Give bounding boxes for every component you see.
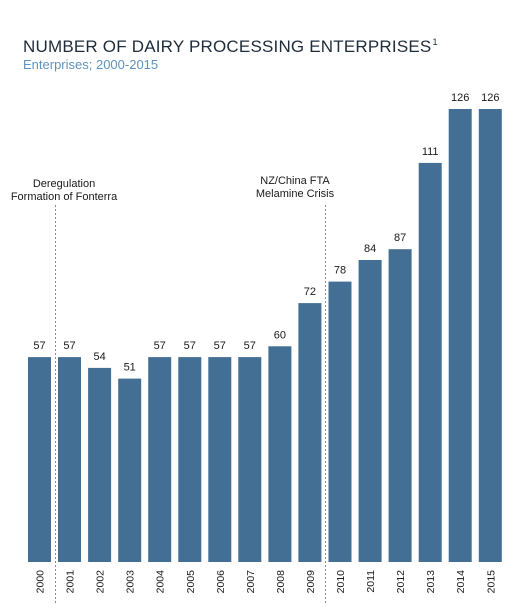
bar-2003 — [118, 378, 142, 562]
bar-2012 — [388, 249, 412, 562]
x-tick-2015: 2015 — [485, 570, 497, 594]
x-tick-2000: 2000 — [35, 570, 47, 594]
data-label-2002: 54 — [93, 351, 105, 363]
data-label-2006: 57 — [214, 340, 226, 352]
bar-2001 — [58, 357, 81, 562]
x-tick-2014: 2014 — [455, 570, 467, 594]
x-tick-2007: 2007 — [245, 570, 257, 594]
x-tick-2002: 2002 — [95, 570, 107, 594]
bar-2014 — [448, 109, 472, 562]
bar-2013 — [418, 162, 442, 562]
x-tick-2003: 2003 — [125, 570, 137, 594]
annotation-text: Formation of Fonterra — [11, 191, 118, 203]
data-label-2005: 57 — [184, 340, 196, 352]
x-tick-2008: 2008 — [275, 570, 287, 594]
bar-2004 — [148, 357, 172, 562]
data-label-2011: 84 — [364, 243, 376, 255]
x-tick-2013: 2013 — [425, 570, 437, 594]
bar-2008 — [268, 346, 292, 562]
title-footnote: 1 — [432, 37, 438, 48]
bar-2015 — [478, 109, 502, 562]
data-label-2014: 126 — [451, 92, 469, 104]
annotation-text: NZ/China FTA — [260, 175, 330, 187]
data-label-2012: 87 — [394, 232, 406, 244]
data-label-2008: 60 — [274, 329, 286, 341]
chart-subtitle: Enterprises; 2000-2015 — [23, 57, 159, 72]
data-label-2009: 72 — [304, 286, 316, 298]
data-label-2000: 57 — [33, 340, 45, 352]
bar-2011 — [358, 260, 382, 562]
x-tick-2010: 2010 — [335, 570, 347, 594]
data-label-2013: 111 — [422, 146, 439, 158]
bar-2009 — [298, 303, 322, 562]
chart-title: NUMBER OF DAIRY PROCESSING ENTERPRISES1 — [23, 37, 438, 56]
data-label-2001: 57 — [63, 340, 75, 352]
data-label-2004: 57 — [154, 340, 166, 352]
data-label-2007: 57 — [244, 340, 256, 352]
x-tick-2011: 2011 — [365, 570, 377, 593]
x-tick-2006: 2006 — [215, 570, 227, 594]
data-label-2010: 78 — [334, 265, 346, 277]
annotation-text: Melamine Crisis — [256, 188, 335, 200]
data-label-2015: 126 — [481, 92, 499, 104]
annotation-text: Deregulation — [33, 178, 95, 190]
x-tick-2004: 2004 — [155, 570, 167, 594]
bar-2000 — [28, 357, 51, 562]
data-label-2003: 51 — [124, 362, 136, 374]
bar-2002 — [88, 367, 112, 562]
x-tick-2005: 2005 — [185, 570, 197, 594]
bar-2005 — [178, 357, 202, 562]
x-tick-2009: 2009 — [305, 570, 317, 594]
bar-2006 — [208, 357, 232, 562]
x-tick-2001: 2001 — [65, 570, 77, 594]
x-tick-2012: 2012 — [395, 570, 407, 594]
bar-2010 — [328, 281, 352, 562]
bar-2007 — [238, 357, 262, 562]
